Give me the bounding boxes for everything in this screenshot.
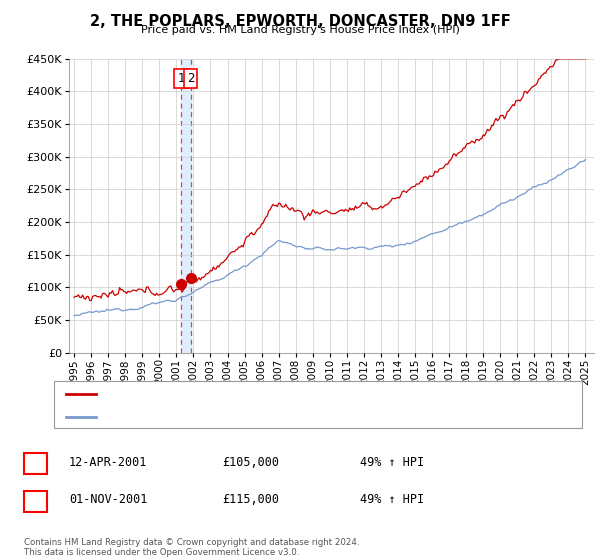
- Text: Price paid vs. HM Land Registry's House Price Index (HPI): Price paid vs. HM Land Registry's House …: [140, 25, 460, 35]
- Text: 01-NOV-2001: 01-NOV-2001: [69, 493, 148, 506]
- Text: 12-APR-2001: 12-APR-2001: [69, 455, 148, 469]
- Text: 2: 2: [187, 72, 194, 85]
- Text: 2: 2: [31, 493, 40, 506]
- Text: 1: 1: [31, 455, 40, 469]
- Text: 1: 1: [178, 72, 185, 85]
- Text: £115,000: £115,000: [222, 493, 279, 506]
- Text: Contains HM Land Registry data © Crown copyright and database right 2024.
This d: Contains HM Land Registry data © Crown c…: [24, 538, 359, 557]
- Bar: [181, 59, 191, 353]
- Text: £105,000: £105,000: [222, 455, 279, 469]
- Text: 49% ↑ HPI: 49% ↑ HPI: [360, 455, 424, 469]
- Text: HPI: Average price, detached house, North Lincolnshire: HPI: Average price, detached house, Nort…: [102, 412, 390, 422]
- Text: 2, THE POPLARS, EPWORTH, DONCASTER, DN9 1FF (detached house): 2, THE POPLARS, EPWORTH, DONCASTER, DN9 …: [102, 389, 462, 399]
- Text: 2, THE POPLARS, EPWORTH, DONCASTER, DN9 1FF: 2, THE POPLARS, EPWORTH, DONCASTER, DN9 …: [89, 14, 511, 29]
- Text: 49% ↑ HPI: 49% ↑ HPI: [360, 493, 424, 506]
